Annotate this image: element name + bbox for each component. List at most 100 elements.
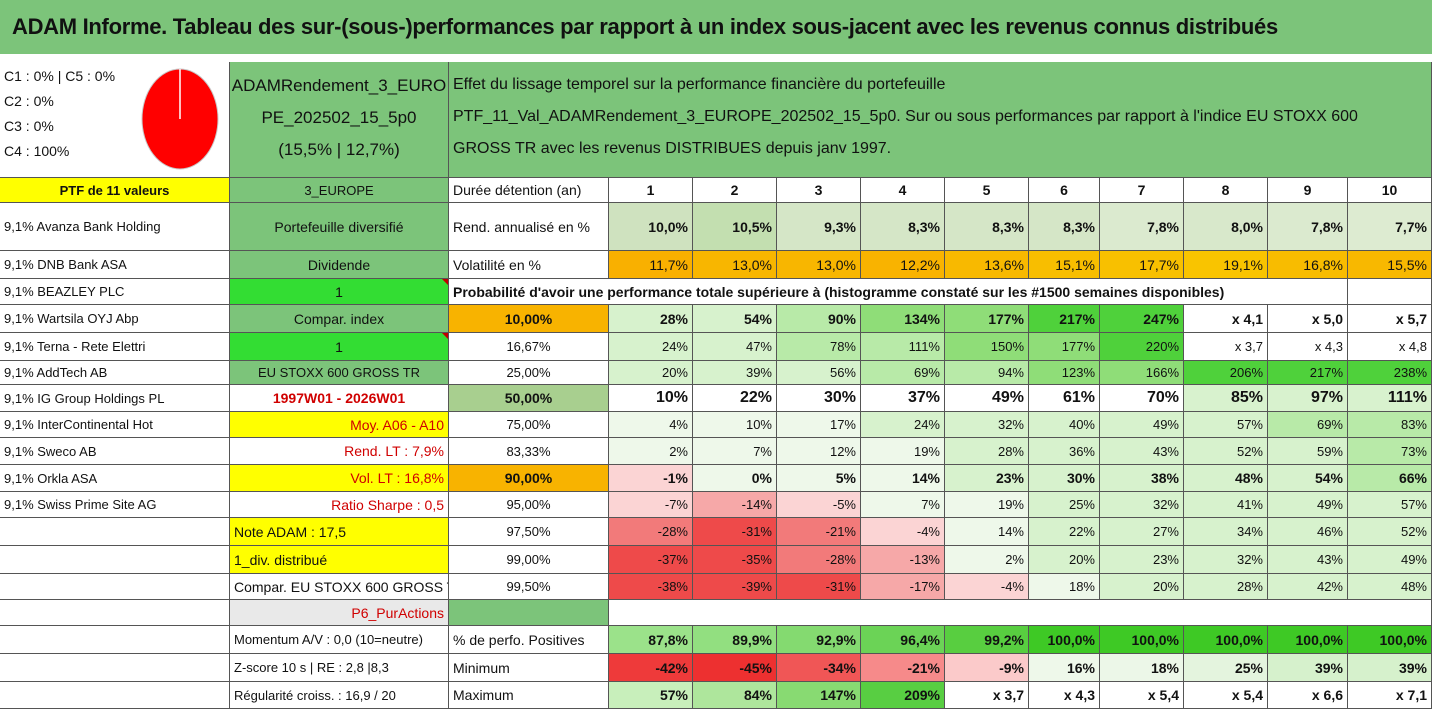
rend-cell: 7,8% <box>1100 203 1184 251</box>
vol-cell: 15,1% <box>1029 251 1100 279</box>
holding-empty <box>0 574 230 600</box>
probability-value-cell: 34% <box>1184 518 1268 546</box>
probability-value-cell: 49% <box>1348 546 1432 574</box>
probability-value-cell: 40% <box>1029 412 1100 438</box>
probability-value-cell: 43% <box>1268 546 1348 574</box>
probability-value-cell: 56% <box>777 361 861 385</box>
probability-value-cell: 134% <box>861 305 945 333</box>
portfolio-title-line: ADAMRendement_3_EURO <box>231 76 447 95</box>
vol-cell: 12,2% <box>861 251 945 279</box>
probability-value-cell: 19% <box>861 438 945 465</box>
probability-value-cell: 49% <box>1100 412 1184 438</box>
probability-title: Probabilité d'avoir une performance tota… <box>449 279 1348 305</box>
probability-value-cell: 41% <box>1184 492 1268 518</box>
probability-level: 83,33% <box>449 438 609 465</box>
rend-cell: 7,8% <box>1268 203 1348 251</box>
probability-value-cell: 30% <box>777 385 861 412</box>
minimum-cell: -42% <box>609 654 693 682</box>
probability-value-cell: 17% <box>777 412 861 438</box>
p6-empty <box>609 600 1432 626</box>
portfolio-title-line: (15,5% | 12,7%) <box>278 140 400 159</box>
probability-value-cell: 7% <box>861 492 945 518</box>
minimum-cell: 18% <box>1100 654 1184 682</box>
probability-value-cell: 69% <box>1268 412 1348 438</box>
probability-value-cell: 28% <box>1184 574 1268 600</box>
probability-value-cell: 48% <box>1184 465 1268 492</box>
probability-value-cell: 5% <box>777 465 861 492</box>
probability-value-cell: -13% <box>861 546 945 574</box>
vol-cell: 19,1% <box>1184 251 1268 279</box>
probability-value-cell: 14% <box>945 518 1029 546</box>
probability-value-cell: 220% <box>1100 333 1184 361</box>
year-header-cell: 7 <box>1100 178 1184 203</box>
minimum-cell: -21% <box>861 654 945 682</box>
probability-value-cell: 90% <box>777 305 861 333</box>
probability-level: 90,00% <box>449 465 609 492</box>
probability-value-cell: 19% <box>945 492 1029 518</box>
probability-value-cell: -4% <box>945 574 1029 600</box>
year-header-cell: 8 <box>1184 178 1268 203</box>
probability-value-cell: 24% <box>609 333 693 361</box>
duration-header-label: Durée détention (an) <box>449 178 609 203</box>
year-header-cell: 6 <box>1029 178 1100 203</box>
probability-level: 16,67% <box>449 333 609 361</box>
portfolio-count-header: PTF de 11 valeurs <box>0 178 230 203</box>
holding-row: 9,1% AddTech AB <box>0 361 230 385</box>
description-line: PTF_11_Val_ADAMRendement_3_EUROPE_202502… <box>453 108 1358 125</box>
rend-cell: 8,3% <box>861 203 945 251</box>
probability-level: 95,00% <box>449 492 609 518</box>
probability-value-cell: 49% <box>945 385 1029 412</box>
probability-value-cell: 24% <box>861 412 945 438</box>
holding-row: 9,1% BEAZLEY PLC <box>0 279 230 305</box>
info-note: Note ADAM : 17,5 <box>230 518 449 546</box>
probability-value-cell: 66% <box>1348 465 1432 492</box>
probability-value-cell: -31% <box>693 518 777 546</box>
maximum-cell: 84% <box>693 682 777 709</box>
maximum-cell: 147% <box>777 682 861 709</box>
probability-value-cell: 32% <box>1100 492 1184 518</box>
maximum-cell: x 4,3 <box>1029 682 1100 709</box>
probability-value-cell: 94% <box>945 361 1029 385</box>
pie-legend-item: C2 : 0% <box>4 93 54 109</box>
probability-value-cell: 7% <box>693 438 777 465</box>
probability-value-cell: 10% <box>609 385 693 412</box>
probability-value-cell: 36% <box>1029 438 1100 465</box>
comment-marker <box>442 333 448 339</box>
probability-value-cell: 61% <box>1029 385 1100 412</box>
description-block: Effet du lissage temporel sur la perform… <box>449 62 1432 178</box>
probability-value-cell: 83% <box>1348 412 1432 438</box>
probability-value-cell: 49% <box>1268 492 1348 518</box>
vol-label: Volatilité en % <box>449 251 609 279</box>
minimum-cell: 39% <box>1268 654 1348 682</box>
probability-value-cell: 46% <box>1268 518 1348 546</box>
probability-value-cell: -4% <box>861 518 945 546</box>
probability-value-cell: 150% <box>945 333 1029 361</box>
probability-value-cell: 18% <box>1029 574 1100 600</box>
probability-level: 50,00% <box>449 385 609 412</box>
probability-value-cell: 177% <box>945 305 1029 333</box>
probability-level: 97,50% <box>449 518 609 546</box>
probability-value-cell: x 5,7 <box>1348 305 1432 333</box>
probability-value-cell: 57% <box>1184 412 1268 438</box>
positives-cell: 92,9% <box>777 626 861 654</box>
rend-cell: 8,3% <box>945 203 1029 251</box>
info-p6: P6_PurActions <box>230 600 449 626</box>
probability-value-cell: 217% <box>1029 305 1100 333</box>
holding-row: 9,1% Avanza Bank Holding <box>0 203 230 251</box>
probability-value-cell: 206% <box>1184 361 1268 385</box>
probability-title-end <box>1348 279 1432 305</box>
holding-empty <box>0 600 230 626</box>
holding-empty <box>0 626 230 654</box>
probability-value-cell: 25% <box>1029 492 1100 518</box>
probability-value-cell: 52% <box>1348 518 1432 546</box>
probability-value-cell: 78% <box>777 333 861 361</box>
probability-value-cell: 69% <box>861 361 945 385</box>
probability-level: 25,00% <box>449 361 609 385</box>
probability-value-cell: x 5,0 <box>1268 305 1348 333</box>
probability-value-cell: 59% <box>1268 438 1348 465</box>
probability-value-cell: 20% <box>609 361 693 385</box>
rend-cell: 10,0% <box>609 203 693 251</box>
maximum-cell: x 3,7 <box>945 682 1029 709</box>
holding-row: 9,1% Terna - Rete Elettri <box>0 333 230 361</box>
vol-cell: 13,0% <box>777 251 861 279</box>
